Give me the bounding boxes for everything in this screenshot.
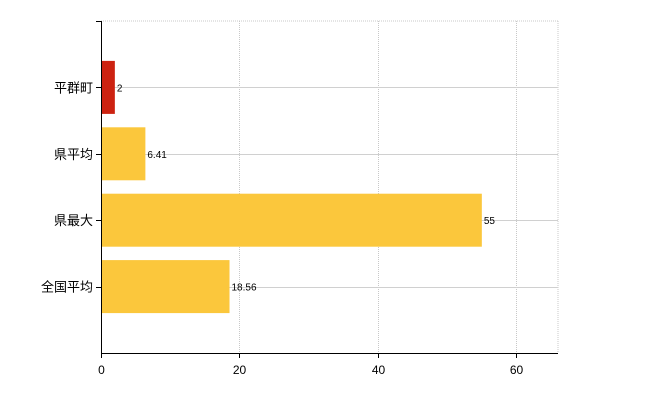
x-tick-label: 0 xyxy=(98,363,105,377)
axes xyxy=(96,21,558,358)
category-label: 平群町 xyxy=(54,81,93,96)
bar xyxy=(102,260,230,314)
bar xyxy=(102,60,115,114)
bar xyxy=(102,193,482,247)
data-label: 6.41 xyxy=(147,150,167,161)
x-tick-label: 40 xyxy=(372,363,386,377)
bars xyxy=(102,60,482,314)
data-label: 2 xyxy=(117,83,123,94)
category-label: 県平均 xyxy=(54,148,93,163)
x-tick-label: 20 xyxy=(233,363,247,377)
category-label: 県最大 xyxy=(54,214,93,229)
x-tick-label: 60 xyxy=(510,363,524,377)
category-label: 全国平均 xyxy=(41,280,93,296)
data-label: 55 xyxy=(484,216,496,227)
bar xyxy=(102,127,146,181)
data-label: 18.56 xyxy=(232,283,257,294)
